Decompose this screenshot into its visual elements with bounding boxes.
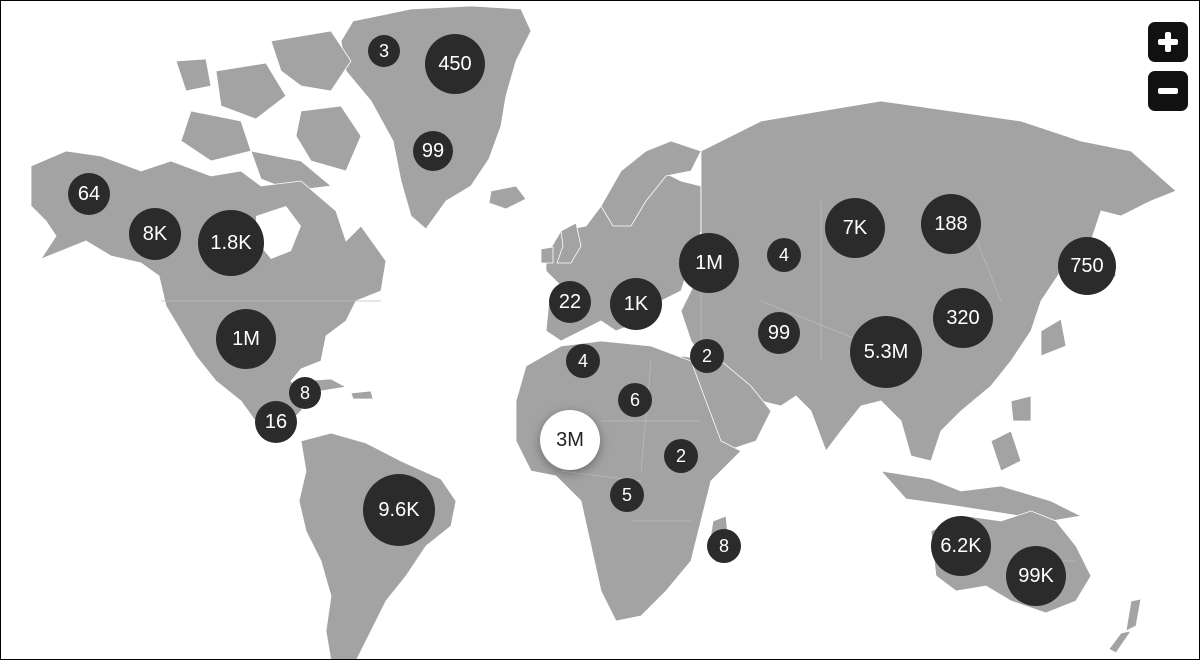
cluster-bubble-siberia-e[interactable]: 188	[921, 194, 981, 254]
cluster-count: 5.3M	[863, 340, 909, 363]
cluster-count: 450	[438, 52, 472, 75]
cluster-bubble-greenland-ne[interactable]: 450	[425, 34, 485, 94]
cluster-bubble-east-africa[interactable]: 2	[664, 439, 698, 473]
cluster-bubble-korea[interactable]: 320	[933, 288, 993, 348]
cluster-bubble-sahel[interactable]: 6	[618, 383, 652, 417]
cluster-count: 320	[946, 306, 980, 329]
cluster-bubble-kamchatka[interactable]: 750	[1058, 237, 1116, 295]
cluster-bubble-caribbean[interactable]: 8	[289, 377, 321, 409]
cluster-bubble-alaska[interactable]: 64	[68, 173, 110, 215]
cluster-bubble-usa[interactable]: 1M	[216, 309, 276, 369]
cluster-count: 6.2K	[940, 534, 982, 557]
cluster-bubble-siberia-w[interactable]: 7K	[825, 198, 885, 258]
cluster-count: 8K	[142, 222, 168, 245]
cluster-count: 4	[778, 244, 789, 265]
cluster-count: 4	[577, 350, 588, 371]
cluster-bubble-greenland-s[interactable]: 99	[413, 131, 453, 171]
cluster-count: 7K	[842, 216, 868, 239]
zoom-out-button[interactable]	[1148, 71, 1188, 111]
zoom-in-button[interactable]	[1148, 22, 1188, 62]
cluster-bubble-north-africa[interactable]: 4	[566, 344, 600, 378]
cluster-count: 9.6K	[378, 498, 420, 521]
cluster-bubble-central-europe[interactable]: 1K	[610, 278, 662, 330]
cluster-count: 188	[934, 212, 968, 235]
cluster-bubble-greenland-nw[interactable]: 3	[368, 35, 400, 67]
cluster-bubble-brazil[interactable]: 9.6K	[363, 474, 435, 546]
cluster-count: 5	[621, 484, 632, 505]
cluster-bubble-central-america[interactable]: 16	[255, 401, 297, 443]
cluster-count: 3	[378, 40, 389, 61]
cluster-bubble-west-africa-selected[interactable]: 3M	[540, 410, 600, 470]
cluster-bubble-central-asia[interactable]: 99	[758, 312, 800, 354]
country-borders	[161, 200, 1076, 562]
cluster-count: 2	[675, 445, 686, 466]
cluster-bubble-canada-w[interactable]: 8K	[129, 208, 181, 260]
land-iceland	[488, 185, 527, 210]
cluster-bubble-china[interactable]: 5.3M	[850, 316, 922, 388]
cluster-count: 1M	[232, 327, 260, 350]
cluster-count: 3M	[556, 428, 584, 451]
cluster-bubble-kazakhstan-n[interactable]: 4	[767, 238, 801, 272]
plus-icon	[1148, 22, 1188, 62]
hudson-bay	[256, 206, 301, 259]
cluster-count: 22	[558, 290, 582, 313]
cluster-bubble-australia-w[interactable]: 6.2K	[931, 516, 991, 576]
cluster-count: 99K	[1018, 564, 1054, 587]
cluster-count: 16	[264, 410, 288, 433]
cluster-count: 1K	[623, 292, 649, 315]
cluster-bubble-central-africa[interactable]: 5	[610, 478, 644, 512]
land-scandinavia	[600, 140, 702, 227]
land-uk	[540, 222, 582, 264]
cluster-count: 750	[1070, 254, 1104, 277]
cluster-count: 1.8K	[210, 231, 252, 254]
cluster-bubble-russia-w[interactable]: 1M	[679, 233, 739, 293]
cluster-count: 8	[718, 535, 729, 556]
cluster-count: 8	[299, 382, 310, 403]
cluster-bubble-middle-east[interactable]: 2	[690, 339, 724, 373]
cluster-count: 99	[767, 321, 791, 344]
cluster-bubble-canada-c[interactable]: 1.8K	[198, 210, 264, 276]
cluster-bubble-australia-e[interactable]: 99K	[1006, 546, 1066, 606]
cluster-bubble-western-europe[interactable]: 22	[549, 281, 591, 323]
land-new-zealand	[1108, 598, 1142, 654]
cluster-count: 2	[701, 345, 712, 366]
cluster-count: 99	[421, 139, 445, 162]
minus-icon	[1148, 71, 1188, 111]
cluster-count: 6	[629, 389, 640, 410]
land-arctic-islands	[175, 30, 362, 192]
land-south-america	[298, 432, 457, 659]
land-indonesia	[879, 395, 1083, 522]
cluster-count: 64	[77, 182, 101, 205]
cluster-count: 1M	[695, 251, 723, 274]
cluster-bubble-madagascar[interactable]: 8	[707, 529, 741, 563]
